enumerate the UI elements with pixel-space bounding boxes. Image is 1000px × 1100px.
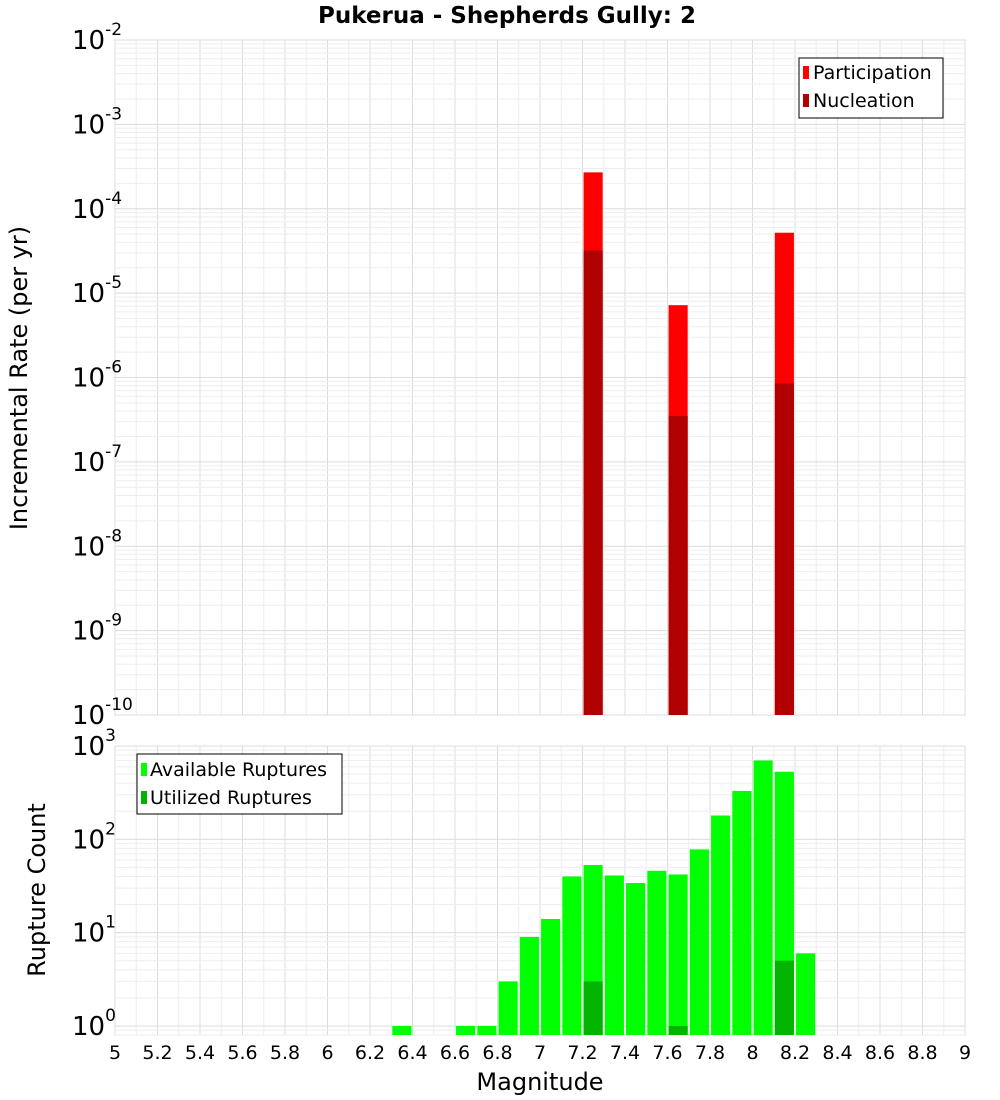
rate-y-tick-exponent: -2 [105,20,122,40]
count-y-tick-label: 103 [72,726,116,762]
count-legend-box [136,753,343,815]
x-tick-label: 6.6 [440,1042,470,1064]
available-ruptures-bar [392,1025,412,1035]
legend-label-nucleation: Nucleation [813,90,915,112]
available-ruptures-bar [732,790,752,1035]
rate-y-tick-exponent: -9 [105,611,122,631]
rate-y-tick-exponent: -10 [105,695,133,715]
x-tick-label: 5.4 [185,1042,215,1064]
x-tick-label: 7.4 [610,1042,640,1064]
x-tick-label: 6 [321,1042,333,1064]
nucleation-bar [583,250,603,715]
utilized-ruptures-bar [774,960,794,1035]
rate-bars [583,172,794,715]
rate-y-tick-exponent: -8 [105,526,122,546]
x-tick-label: 6.4 [397,1042,427,1064]
legend-swatch-participation [803,66,809,79]
available-ruptures-bar [456,1025,476,1035]
legend-label-available-ruptures: Available Ruptures [150,759,327,781]
count-y-tick-exponent: 3 [105,726,116,746]
count-y-tick-exponent: 1 [105,913,116,933]
x-tick-label: 5.6 [227,1042,257,1064]
legend-swatch-nucleation [803,94,809,107]
available-ruptures-bar [753,760,773,1035]
count-y-tick-exponent: 0 [105,1006,116,1026]
rate-y-tick-exponent: -4 [105,189,122,209]
available-ruptures-bar [711,815,731,1035]
x-tick-label: 7.8 [695,1042,725,1064]
utilized-ruptures-bar [583,981,603,1035]
x-tick-label: 7.2 [567,1042,597,1064]
count-bars [392,760,816,1035]
rate-y-tick-label: 10-9 [72,611,122,647]
available-ruptures-bar [498,981,518,1035]
x-tick-label: 8.8 [907,1042,937,1064]
chart-title: Pukerua - Shepherds Gully: 2 [318,3,696,29]
rate-y-axis-title: Incremental Rate (per yr) [5,226,33,530]
available-ruptures-bar [604,875,624,1035]
available-ruptures-bar [647,870,667,1035]
x-tick-label: 8.6 [865,1042,895,1064]
x-tick-label: 5 [109,1042,121,1064]
x-tick-label: 5.2 [142,1042,172,1064]
count-y-tick-label: 101 [72,913,116,949]
count-legend: Available Ruptures Utilized Ruptures [136,753,343,815]
x-tick-labels: 5 5.2 5.4 5.6 5.8 6 6.2 6.4 6.6 6.8 7 7.2 7.4 7.6 7.8 8… [109,1042,971,1064]
x-tick-label: 7 [534,1042,546,1064]
x-tick-label: 7.6 [652,1042,682,1064]
x-tick-label: 6.8 [482,1042,512,1064]
available-ruptures-bar [519,936,539,1035]
count-y-axis-title: Rupture Count [23,803,51,977]
x-tick-label: 5.8 [270,1042,300,1064]
available-ruptures-bar [541,919,561,1035]
x-tick-label: 6.2 [355,1042,385,1064]
available-ruptures-bar [796,953,816,1035]
available-ruptures-bar [626,883,646,1035]
legend-label-participation: Participation [813,62,932,84]
count-y-tick-label: 102 [72,819,116,855]
available-ruptures-bar [477,1025,497,1035]
rate-gridlines [114,39,966,716]
legend-swatch-utilized-ruptures [141,791,147,804]
legend-label-utilized-ruptures: Utilized Ruptures [150,787,312,809]
nucleation-bar [668,415,688,715]
x-tick-label: 9 [959,1042,971,1064]
x-tick-label: 8.2 [780,1042,810,1064]
x-tick-label: 8.4 [822,1042,852,1064]
available-ruptures-bar [689,849,709,1035]
rate-y-tick-exponent: -5 [105,273,122,293]
available-ruptures-bar [668,874,688,1035]
rate-legend-box [798,57,944,119]
legend-swatch-available-ruptures [141,763,147,776]
rate-y-tick-exponent: -3 [105,104,122,124]
count-y-tick-label: 100 [72,1006,116,1042]
count-y-tick-exponent: 2 [105,819,116,839]
nucleation-bar [774,383,794,715]
x-axis-title: Magnitude [476,1068,603,1096]
rate-y-tick-exponent: -7 [105,442,122,462]
available-ruptures-bar [562,876,582,1035]
utilized-ruptures-bar [668,1025,688,1035]
rate-y-tick-exponent: -6 [105,358,122,378]
rate-legend: Participation Nucleation [798,57,944,119]
rate-y-tick-label: 10-10 [72,695,133,731]
x-tick-label: 8 [746,1042,758,1064]
